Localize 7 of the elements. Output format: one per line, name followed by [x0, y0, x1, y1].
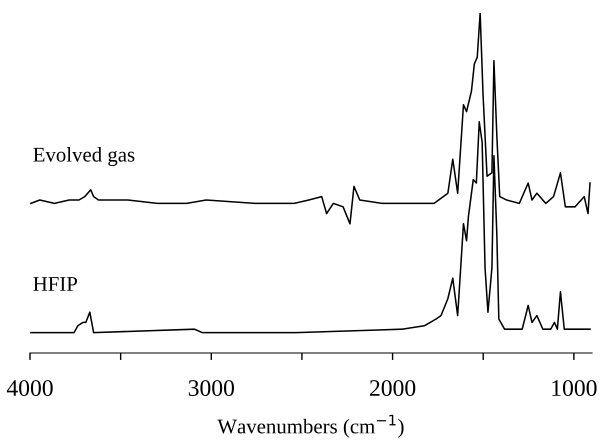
series-label: HFIP — [33, 277, 78, 291]
x-axis-title: Wavenumbers (cm$^{−1}$) — [217, 414, 404, 438]
x-tick-label: 4000 — [6, 380, 53, 396]
x-tick-label: 1000 — [552, 380, 597, 396]
x-tick-label: 2000 — [370, 380, 416, 396]
x-tick-label: 3000 — [188, 380, 234, 396]
series-label: Evolved gas — [33, 147, 134, 166]
